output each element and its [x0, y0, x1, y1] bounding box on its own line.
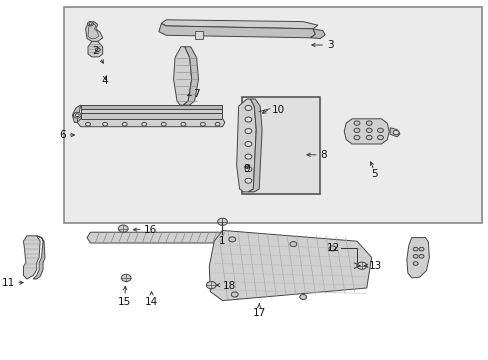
Circle shape [353, 128, 359, 132]
Polygon shape [209, 230, 371, 301]
Circle shape [366, 128, 371, 132]
Circle shape [418, 255, 423, 258]
Polygon shape [87, 232, 225, 243]
Circle shape [73, 112, 81, 118]
Polygon shape [236, 99, 256, 192]
Circle shape [412, 247, 417, 251]
Circle shape [366, 121, 371, 125]
Circle shape [217, 218, 227, 225]
Circle shape [122, 122, 127, 126]
Circle shape [412, 255, 417, 258]
Circle shape [418, 247, 423, 251]
Text: 13: 13 [368, 261, 382, 271]
Circle shape [244, 167, 251, 172]
Circle shape [244, 178, 251, 183]
Circle shape [228, 237, 235, 242]
Polygon shape [81, 105, 222, 109]
Text: 18: 18 [222, 281, 235, 291]
Text: 7: 7 [193, 89, 200, 99]
Text: 1: 1 [219, 236, 225, 246]
Circle shape [231, 292, 238, 297]
Polygon shape [389, 128, 399, 137]
Circle shape [85, 122, 90, 126]
Polygon shape [183, 47, 198, 105]
Polygon shape [344, 119, 388, 144]
Polygon shape [72, 105, 81, 122]
Polygon shape [161, 20, 317, 29]
Circle shape [215, 122, 220, 126]
Polygon shape [33, 236, 45, 279]
Text: 3: 3 [327, 40, 334, 50]
Text: 9: 9 [243, 164, 249, 174]
Circle shape [181, 122, 185, 126]
Circle shape [377, 135, 383, 140]
Polygon shape [248, 99, 262, 192]
Text: 10: 10 [271, 105, 284, 115]
Circle shape [392, 130, 398, 135]
Text: 12: 12 [326, 243, 339, 253]
Circle shape [328, 246, 335, 251]
Text: 4: 4 [102, 76, 108, 86]
Circle shape [366, 135, 371, 140]
Circle shape [244, 154, 251, 159]
Polygon shape [406, 238, 428, 278]
Polygon shape [77, 119, 224, 127]
Bar [194, 31, 203, 39]
Circle shape [121, 274, 131, 282]
Circle shape [206, 282, 216, 289]
Circle shape [377, 128, 383, 132]
Polygon shape [159, 23, 315, 38]
Circle shape [412, 262, 417, 265]
Text: 2: 2 [92, 46, 99, 56]
Circle shape [353, 121, 359, 125]
Circle shape [142, 122, 146, 126]
Polygon shape [81, 109, 222, 113]
Circle shape [299, 294, 306, 300]
Text: 6: 6 [59, 130, 66, 140]
Circle shape [161, 122, 166, 126]
Circle shape [102, 122, 107, 126]
Text: 16: 16 [144, 225, 157, 235]
Circle shape [244, 117, 251, 122]
Bar [242, 97, 320, 194]
Text: 5: 5 [370, 169, 377, 179]
Polygon shape [88, 41, 102, 57]
Polygon shape [81, 113, 222, 119]
Polygon shape [85, 22, 102, 41]
Polygon shape [173, 47, 191, 105]
Circle shape [75, 114, 79, 117]
Circle shape [244, 105, 251, 111]
Bar [63, 7, 481, 223]
Polygon shape [23, 236, 40, 279]
Text: 14: 14 [144, 297, 158, 307]
Polygon shape [310, 29, 325, 39]
Text: 8: 8 [320, 150, 326, 160]
Text: 17: 17 [252, 308, 265, 318]
Text: 15: 15 [118, 297, 131, 307]
Circle shape [87, 22, 93, 26]
Circle shape [118, 225, 128, 232]
Circle shape [89, 23, 92, 25]
Circle shape [244, 141, 251, 147]
Circle shape [244, 129, 251, 134]
Circle shape [353, 135, 359, 140]
Circle shape [95, 48, 100, 51]
Text: 11: 11 [1, 278, 15, 288]
Circle shape [289, 242, 296, 247]
Polygon shape [88, 23, 99, 39]
Circle shape [356, 262, 366, 269]
Circle shape [200, 122, 205, 126]
